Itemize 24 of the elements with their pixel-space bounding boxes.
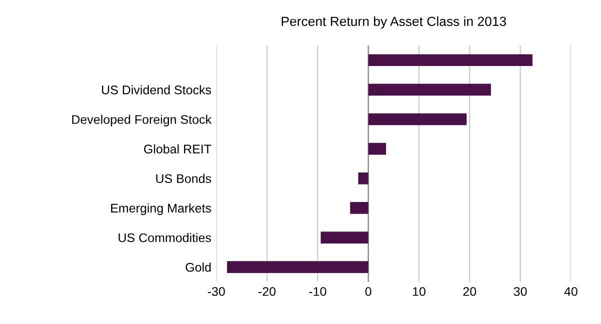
x-tick-label: 20 <box>463 287 476 296</box>
y-tick-label: Global REIT <box>144 144 212 154</box>
bar <box>368 113 467 126</box>
y-tick-label: Developed Foreign Stock <box>72 114 212 126</box>
x-tick-label: 0 <box>365 287 372 296</box>
x-tick-label: -30 <box>208 287 225 296</box>
chart-title: Percent Return by Asset Class in 2013 <box>282 16 506 29</box>
y-tick-label: US Commodities <box>118 233 212 242</box>
bar <box>358 172 368 184</box>
x-tick-label: 10 <box>412 287 426 296</box>
bar <box>227 261 368 274</box>
x-tick-label: 30 <box>514 287 527 296</box>
y-tick-label: US Dividend Stocks <box>102 85 212 94</box>
bar <box>368 54 532 66</box>
x-tick-label: -20 <box>258 287 276 296</box>
y-tick-label: US Bonds <box>156 174 212 184</box>
bar <box>350 202 368 214</box>
bar <box>368 84 491 96</box>
bar <box>368 142 386 155</box>
x-tick-label: 40 <box>564 287 578 296</box>
y-tick-label: Gold <box>186 262 211 272</box>
y-tick-label: Emerging Markets <box>111 203 212 216</box>
x-tick-label: -10 <box>309 287 326 296</box>
bar <box>320 232 368 244</box>
